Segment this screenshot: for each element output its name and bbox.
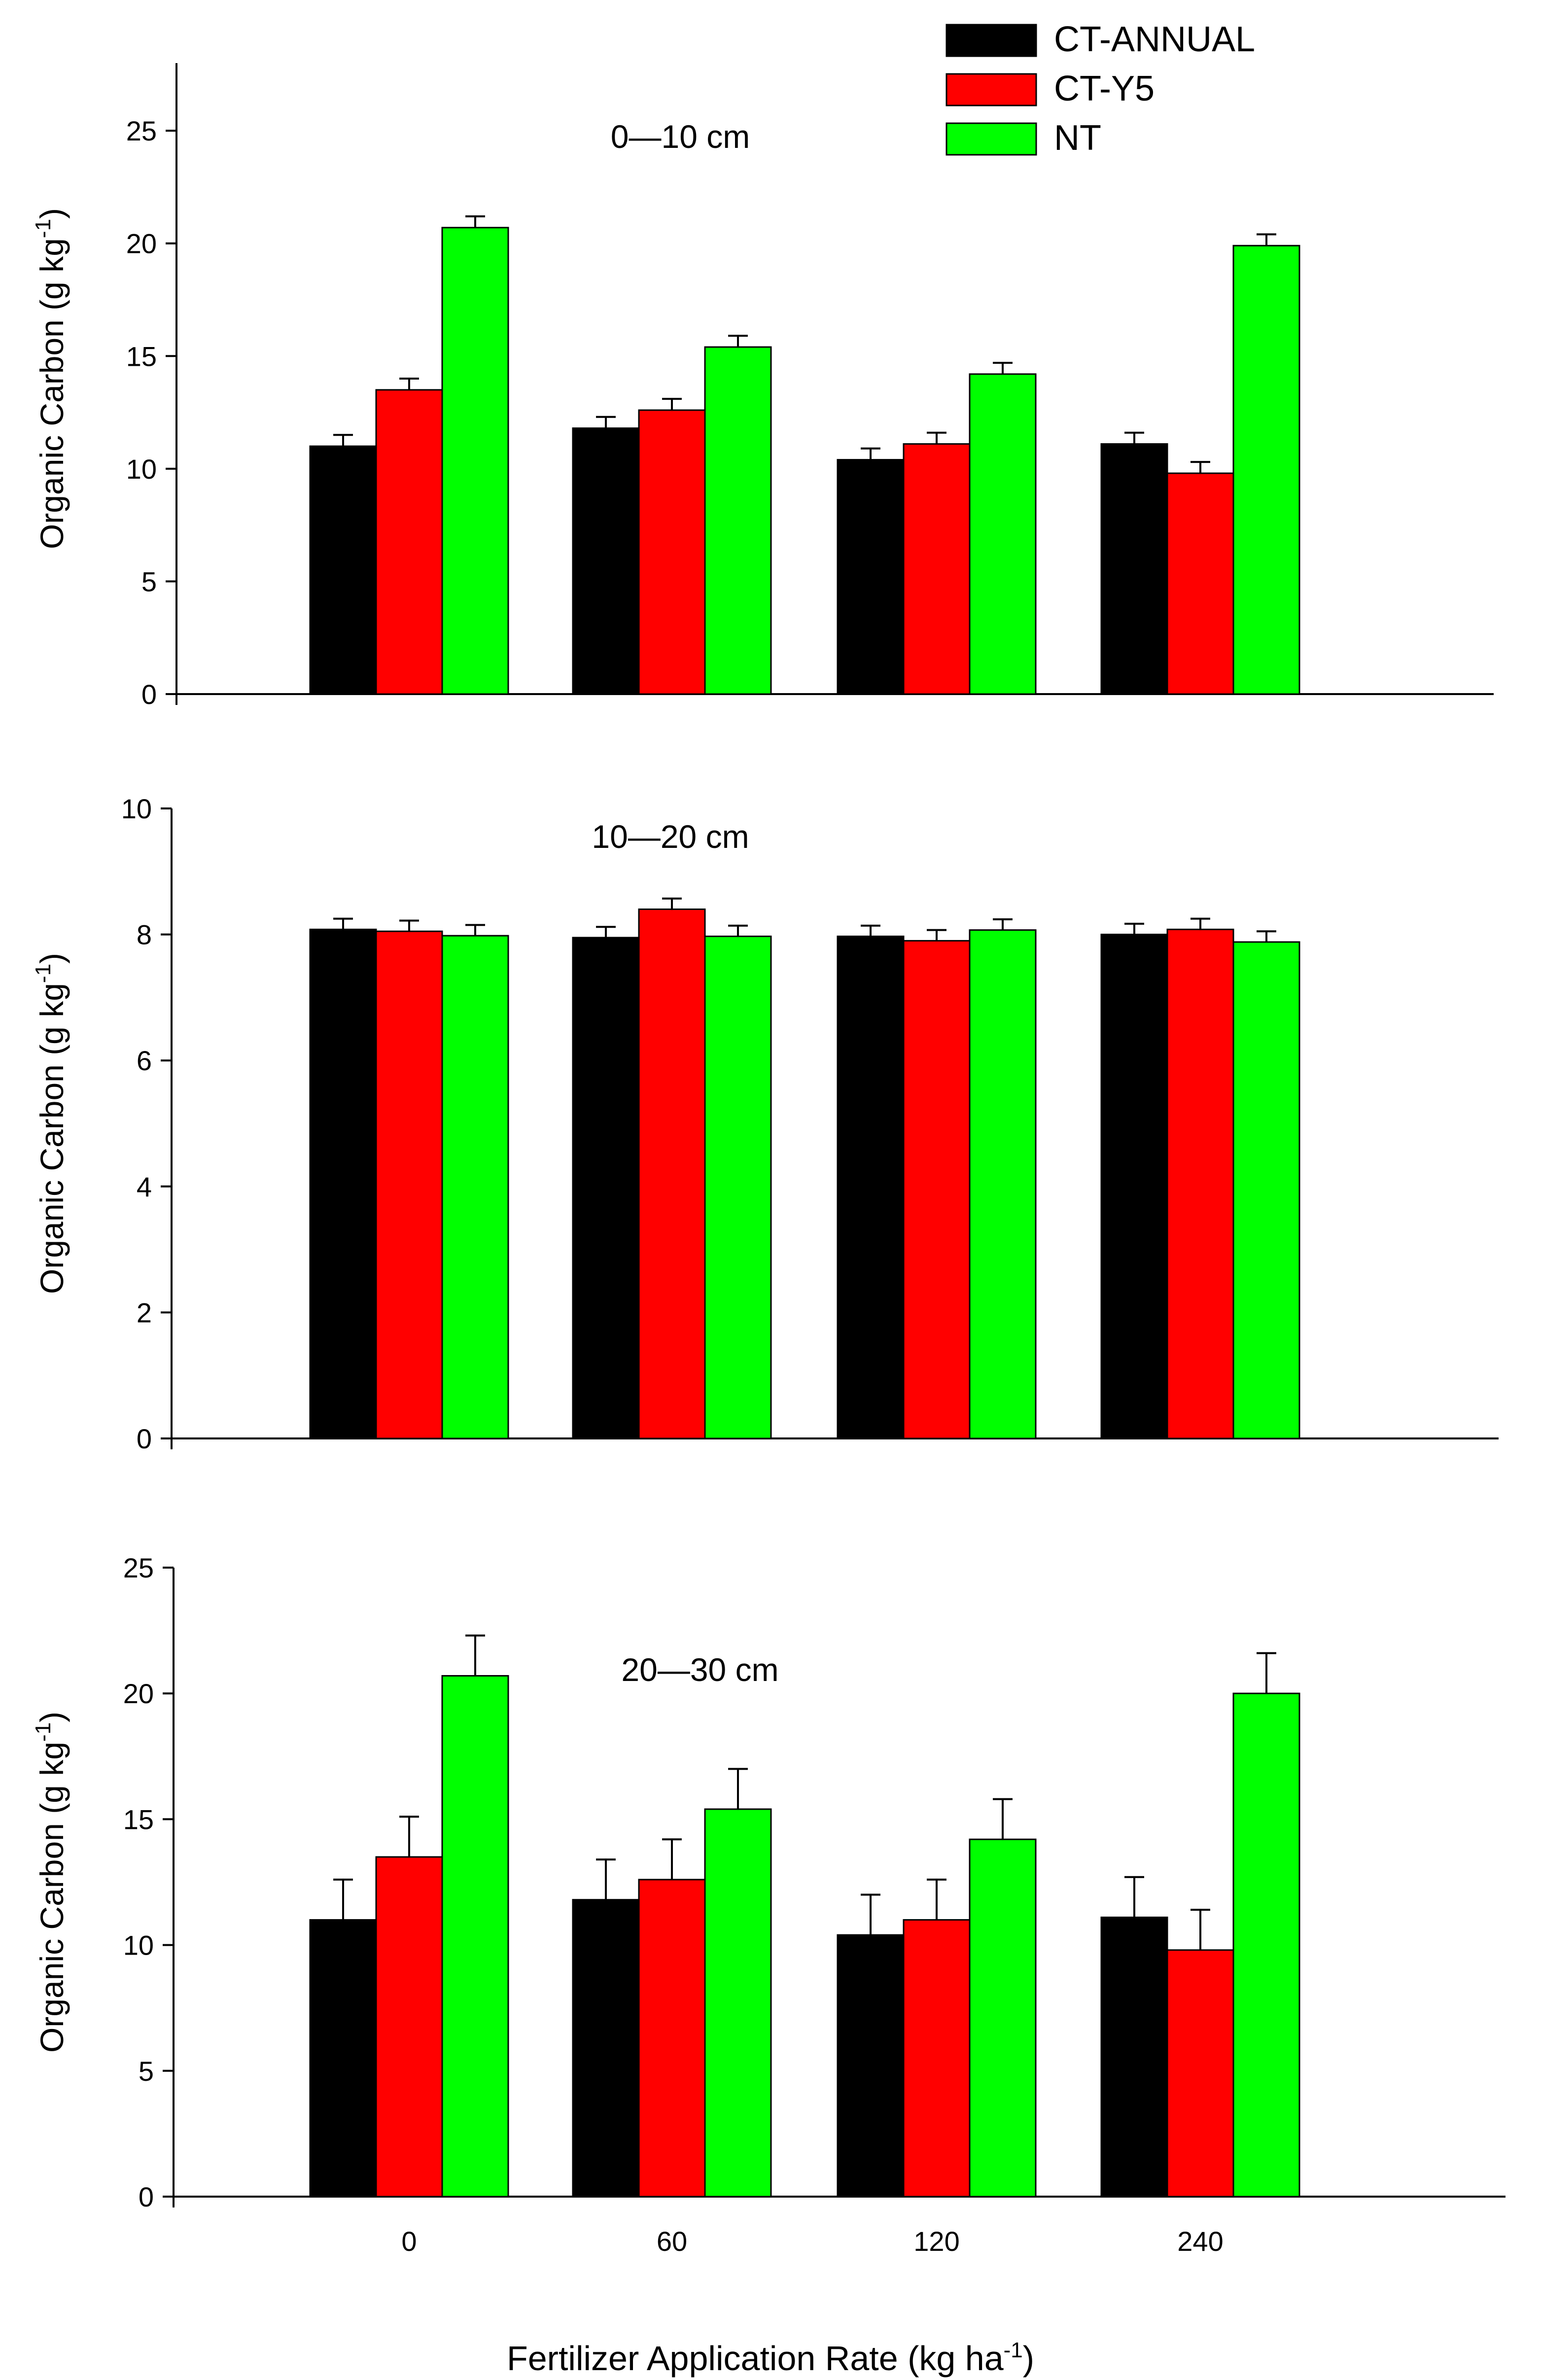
bar-ct-annual-0 [309,928,377,1439]
panel-1: 0 5 10 15 20 25 Organic Carbon (g kg-1) 0—10 cm… [31,20,1494,710]
bar-ct-y5-0 [375,1856,443,2198]
legend-swatch-ct-y5 [946,73,1037,106]
bar-ct-annual-60 [572,1899,640,2198]
bar-nt-240 [1232,1692,1300,2198]
y-tick-label: 4 [137,1171,152,1202]
bar-ct-y5-120 [903,1919,971,2198]
bar-ct-y5-60 [638,908,706,1439]
y-tick-label: 8 [137,919,152,950]
panel-3: 0 5 10 15 20 25 Organic Carbon (g kg-1) 20—30 c… [31,1552,1506,2257]
legend-swatch-ct-annual [946,24,1037,57]
panel-2: 0 2 4 6 8 10 Organic Carbon (g kg-1) 10—20 cm [31,793,1499,1454]
bar-ct-y5-240 [1166,928,1234,1439]
bar-ct-y5-120 [903,940,971,1439]
x-axis-title: Fertilizer Application Rate (kg ha-1) [507,2338,1034,2378]
y-tick-label: 15 [123,1804,154,1835]
x-tick-label: 240 [1177,2226,1223,2257]
y-tick-label: 10 [123,1930,154,1961]
bar-ct-annual-120 [837,1934,905,2198]
bar-nt-0 [441,227,509,695]
bar-ct-y5-60 [638,1879,706,2198]
y-axis-title-sup: -1 [31,1722,55,1742]
x-tick-label: 120 [913,2226,959,2257]
bar-ct-y5-60 [638,409,706,695]
bar-ct-y5-240 [1166,1949,1234,2198]
y-axis-title-text: Organic Carbon (g kg [34,1742,70,2053]
x-axis-title-text: Fertilizer Application Rate (kg ha [507,2339,1004,2378]
bar-nt-60 [704,1808,772,2198]
bar-nt-240 [1232,941,1300,1439]
y-axis-title-end: ) [34,1712,70,1722]
y-axis-title-end: ) [34,208,70,219]
panel-depth-label: 20—30 cm [621,1651,778,1688]
y-tick-label: 0 [141,679,157,710]
bar-ct-annual-60 [572,427,640,695]
y-tick-label: 5 [141,566,157,597]
bar-ct-annual-240 [1100,1916,1168,2198]
panel-depth-label: 10—20 cm [592,818,749,855]
x-tick-label: 0 [401,2226,417,2257]
legend-label-nt: NT [1054,118,1101,158]
legend-swatch-nt [946,122,1037,156]
bar-ct-annual-0 [309,1919,377,2198]
y-axis-title: Organic Carbon (g kg-1) [31,1712,70,2053]
y-axis-title-text: Organic Carbon (g kg [34,238,70,549]
panel-depth-label: 0—10 cm [611,118,750,155]
bar-nt-0 [441,935,509,1439]
y-axis-title-end: ) [34,953,70,964]
bar-ct-y5-240 [1166,472,1234,695]
y-tick-label: 0 [137,1423,152,1454]
y-axis-title-sup: -1 [31,964,55,983]
bar-ct-annual-60 [572,937,640,1439]
bar-nt-120 [969,929,1037,1439]
bar-nt-120 [969,373,1037,695]
bar-nt-240 [1232,245,1300,695]
y-tick-label: 2 [137,1297,152,1328]
legend-label-ct-annual: CT-ANNUAL [1054,20,1255,59]
y-axis-title-text: Organic Carbon (g kg [34,983,70,1294]
bar-nt-60 [704,346,772,695]
bar-ct-annual-240 [1100,443,1168,695]
y-tick-label: 6 [137,1045,152,1076]
bar-ct-annual-120 [837,935,905,1439]
y-axis-title-sup: -1 [31,219,55,238]
bar-ct-y5-0 [375,930,443,1439]
x-axis-title-end: ) [1023,2339,1034,2378]
bar-nt-60 [704,935,772,1439]
y-tick-label: 20 [126,228,157,259]
y-tick-label: 10 [121,793,152,824]
bar-ct-annual-120 [837,459,905,695]
bar-nt-0 [441,1675,509,2198]
x-tick-label: 60 [657,2226,687,2257]
y-tick-label: 25 [123,1552,154,1583]
bar-ct-annual-0 [309,445,377,695]
y-tick-label: 10 [126,454,157,485]
y-tick-label: 25 [126,115,157,146]
bar-ct-y5-120 [903,443,971,695]
y-axis-title: Organic Carbon (g kg-1) [31,953,70,1294]
y-tick-label: 0 [139,2181,154,2212]
y-axis-title: Organic Carbon (g kg-1) [31,208,70,549]
bar-nt-120 [969,1838,1037,2198]
legend-label-ct-y5: CT-Y5 [1054,69,1155,108]
legend: CT-ANNUAL CT-Y5 NT [946,20,1255,158]
x-axis-title-sup: -1 [1004,2338,1023,2362]
y-tick-label: 15 [126,341,157,372]
y-tick-label: 20 [123,1678,154,1709]
y-tick-label: 5 [139,2056,154,2087]
bar-ct-y5-0 [375,389,443,695]
bar-ct-annual-240 [1100,934,1168,1439]
